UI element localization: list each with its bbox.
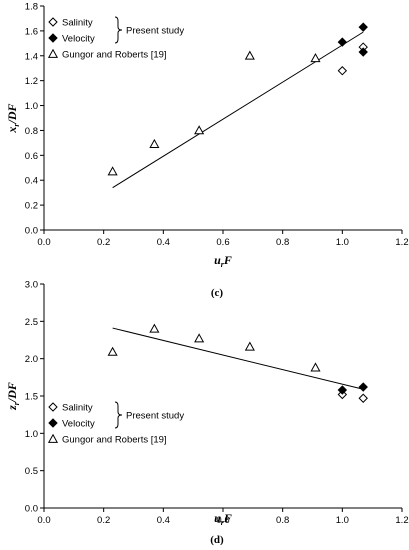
panel-label: (d) [210, 534, 224, 546]
legend-marker-diamond-filled [48, 418, 58, 428]
y-tick-label: 0.5 [25, 466, 38, 477]
x-tick-label: 0.2 [97, 515, 110, 526]
y-axis-label-main: z [5, 405, 19, 411]
x-axis-label-main: u [214, 253, 221, 267]
legend-label: Gungor and Roberts [19] [62, 435, 167, 446]
x-axis-label: urF [214, 253, 232, 269]
y-axis-label: xr/DF [5, 103, 21, 133]
legend-marker-diamond-open [48, 402, 58, 412]
data-point-triangle-open [107, 346, 118, 356]
legend-brace [114, 401, 123, 429]
x-axis-label-sub: r [221, 260, 225, 269]
data-point-diamond-filled [358, 382, 368, 392]
x-tick-label: 0.4 [157, 237, 170, 248]
legend-group-label: Present study [126, 411, 184, 422]
legend-marker-diamond-open [48, 17, 58, 27]
x-axis-label-tail: F [223, 253, 232, 267]
data-point-triangle-open [149, 323, 160, 333]
x-axis-label-main: u [214, 511, 221, 525]
x-tick-label: 0.4 [157, 515, 170, 526]
chart-panel-1: 0.0 0.2 0.4 0.6 0.8 1.0 1.2 0.0 0.5 1.0 1.5 2.0 2.5 3… [5, 280, 409, 547]
x-tick-label: 1.0 [336, 515, 349, 526]
legend-label: Salinity [62, 18, 93, 29]
legend-label: Velocity [62, 34, 95, 45]
y-tick-label: 0.0 [25, 226, 38, 237]
x-axis-label-sub: r [221, 518, 225, 527]
y-tick-label: 2.0 [25, 354, 38, 365]
y-axis-label-sub: r [12, 123, 21, 127]
legend: Salinity Velocity Gungor and Roberts [19] P… [47, 16, 184, 61]
x-tick-label: 1.2 [395, 515, 408, 526]
data-point-diamond-filled [358, 47, 368, 57]
data-point-triangle-open [310, 362, 321, 372]
y-tick-label: 1.4 [25, 51, 38, 62]
legend: Salinity Velocity Gungor and Roberts [19] P… [47, 401, 184, 446]
y-axis-label: zr/DF [5, 382, 21, 411]
data-point-diamond-filled [337, 37, 348, 47]
y-axis-label-sub: r [12, 401, 21, 405]
legend-label: Velocity [62, 419, 95, 430]
legend-marker-diamond-filled [48, 33, 58, 43]
chart-panel-0: 0.0 0.2 0.4 0.6 0.8 1.0 1.2 0.0 0.2 0.4 0.6 0.8 1.0 1… [5, 2, 409, 300]
data-point-triangle-open [194, 125, 205, 135]
x-tick-label: 0.0 [37, 237, 50, 248]
y-tick-label: 1.8 [25, 2, 38, 13]
panel-label: (c) [211, 287, 224, 299]
y-tick-label: 0.2 [25, 201, 38, 212]
y-tick-label: 3.0 [25, 280, 38, 291]
legend-label: Gungor and Roberts [19] [62, 50, 167, 61]
legend-label: Salinity [62, 403, 93, 414]
y-tick-label: 0.6 [25, 151, 38, 162]
data-point-diamond-filled [337, 385, 348, 395]
x-axis-label: urF [214, 511, 232, 527]
y-tick-label: 0.8 [25, 126, 38, 137]
trend-line [112, 31, 364, 189]
x-tick-label: 0.6 [216, 515, 229, 526]
data-point-triangle-open [107, 166, 118, 176]
y-axis-label-tail: /DF [5, 103, 19, 124]
data-point-diamond-open [358, 393, 368, 403]
data-point-triangle-open [244, 50, 255, 60]
legend-marker-triangle-open [47, 433, 59, 443]
x-tick-label: 0.0 [37, 515, 50, 526]
x-tick-label: 0.6 [216, 237, 229, 248]
trend-line [112, 327, 364, 390]
x-tick-label: 1.2 [395, 237, 408, 248]
y-tick-label: 0.4 [25, 176, 38, 187]
x-axis-label-tail: F [223, 511, 232, 525]
y-tick-label: 2.5 [25, 317, 38, 328]
data-point-triangle-open [244, 341, 255, 351]
y-tick-label: 1.2 [25, 76, 38, 87]
y-tick-label: 1.6 [25, 26, 38, 37]
legend-marker-triangle-open [47, 48, 59, 58]
x-tick-label: 0.8 [276, 515, 289, 526]
legend-brace [114, 16, 123, 44]
x-tick-label: 0.8 [276, 237, 289, 248]
y-tick-label: 1.0 [25, 101, 38, 112]
data-point-diamond-open [337, 66, 348, 76]
data-point-triangle-open [194, 333, 205, 343]
data-point-triangle-open [310, 53, 321, 63]
y-axis-label-main: x [5, 127, 19, 134]
y-tick-label: 0.0 [25, 504, 38, 515]
y-axis-label-tail: /DF [5, 382, 19, 403]
x-tick-label: 1.0 [336, 237, 349, 248]
y-tick-label: 1.0 [25, 429, 38, 440]
data-point-diamond-filled [358, 22, 368, 32]
data-point-triangle-open [149, 138, 160, 148]
legend-group-label: Present study [126, 26, 184, 37]
x-tick-label: 0.2 [97, 237, 110, 248]
y-tick-label: 1.5 [25, 392, 38, 403]
